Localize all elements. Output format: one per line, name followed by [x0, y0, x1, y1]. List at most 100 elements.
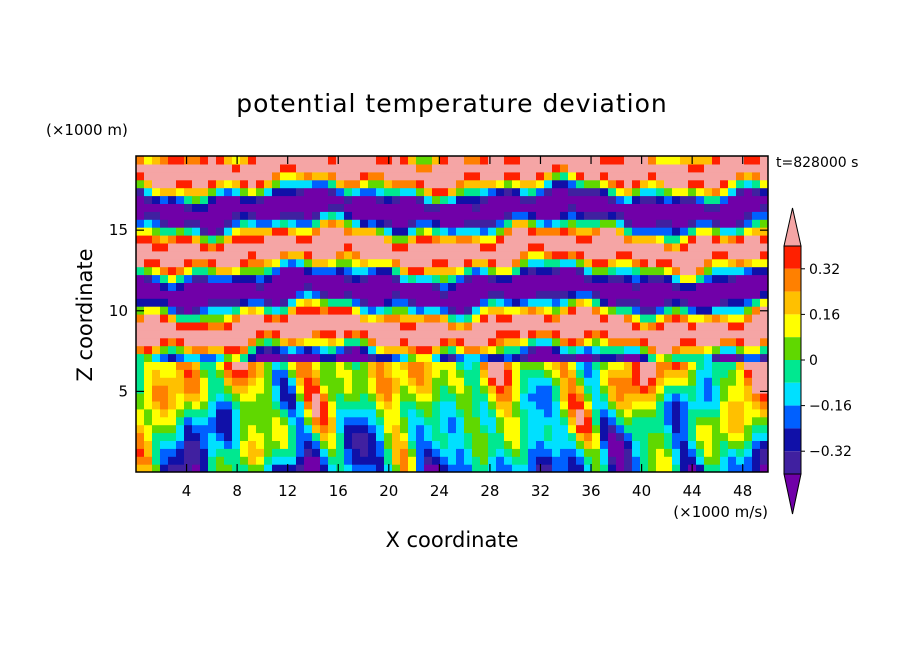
field-cell [352, 306, 361, 315]
field-cell [648, 203, 657, 212]
field-cell [584, 163, 593, 173]
field-cell [544, 448, 553, 457]
field-cell [160, 187, 169, 197]
field-cell [328, 345, 337, 355]
field-cell [736, 385, 745, 394]
field-cell [672, 171, 681, 181]
field-cell [264, 306, 273, 315]
field-cell [208, 163, 217, 173]
field-cell [216, 250, 225, 260]
field-cell [752, 171, 761, 181]
field-cell [248, 385, 257, 394]
field-cell [752, 163, 761, 173]
field-cell [144, 187, 153, 197]
field-cell [736, 464, 745, 472]
field-cell [520, 179, 529, 189]
field-cell [440, 179, 449, 189]
field-cell [520, 464, 529, 472]
field-cell [328, 456, 337, 465]
field-cell [280, 345, 289, 355]
field-cell [456, 187, 465, 197]
field-cell [648, 400, 657, 410]
field-cell [608, 377, 617, 386]
field-cell [520, 290, 529, 299]
field-cell [224, 290, 233, 299]
field-cell [512, 211, 521, 220]
field-cell [632, 321, 641, 331]
field-cell [592, 314, 601, 323]
field-cell [432, 274, 441, 283]
field-cell [328, 329, 337, 339]
field-cell [696, 179, 705, 189]
field-cell [344, 227, 353, 236]
field-cell [688, 266, 697, 276]
field-cell [544, 337, 553, 347]
field-cell [440, 258, 449, 268]
field-cell [208, 369, 217, 378]
field-cell [712, 266, 721, 276]
field-cell [704, 393, 713, 402]
field-cell [536, 274, 545, 283]
field-cell [384, 432, 393, 441]
field-cell [264, 385, 273, 394]
field-cell [312, 321, 321, 331]
field-cell [632, 171, 641, 181]
field-cell [664, 408, 673, 418]
field-cell [200, 314, 209, 323]
field-cell [520, 400, 529, 410]
field-cell [360, 306, 369, 315]
field-cell [736, 393, 745, 402]
field-cell [744, 456, 753, 465]
field-cell [200, 408, 209, 418]
field-cell [624, 156, 633, 165]
field-cell [304, 211, 313, 220]
contour-field [136, 156, 768, 472]
field-cell [504, 195, 513, 204]
field-cell [712, 448, 721, 457]
field-cell [744, 219, 753, 228]
field-cell [304, 235, 313, 244]
field-cell [264, 290, 273, 299]
field-cell [336, 432, 345, 441]
field-cell [704, 274, 713, 283]
field-cell [760, 432, 768, 441]
field-cell [488, 337, 497, 347]
field-cell [256, 242, 265, 252]
field-cell [704, 171, 713, 181]
field-cell [408, 219, 417, 228]
field-cell [432, 337, 441, 347]
field-cell [272, 211, 281, 220]
field-cell [688, 400, 697, 410]
field-cell [760, 329, 768, 339]
field-cell [664, 321, 673, 331]
field-cell [192, 227, 201, 236]
field-cell [360, 393, 369, 402]
field-cell [680, 369, 689, 378]
field-cell [440, 211, 449, 220]
field-cell [392, 393, 401, 402]
field-cell [288, 400, 297, 410]
field-cell [536, 163, 545, 173]
field-cell [648, 353, 657, 362]
field-cell [592, 464, 601, 472]
field-cell [536, 321, 545, 331]
field-cell [664, 464, 673, 472]
field-cell [552, 400, 561, 410]
x-axis: 4 8 12 16 20 24 28 32 36 40 44 48 [182, 156, 752, 500]
field-cell [184, 337, 193, 347]
field-cell [288, 416, 297, 426]
field-cell [192, 306, 201, 315]
field-cell [232, 227, 241, 236]
field-cell [176, 187, 185, 197]
field-cell [568, 314, 577, 323]
field-cell [360, 171, 369, 181]
field-cell [232, 416, 241, 426]
field-cell [480, 306, 489, 315]
field-cell [648, 266, 657, 276]
field-cell [640, 424, 649, 434]
field-cell [712, 290, 721, 299]
field-cell [208, 440, 217, 449]
field-cell [720, 400, 729, 410]
field-cell [680, 266, 689, 276]
field-cell [544, 179, 553, 189]
